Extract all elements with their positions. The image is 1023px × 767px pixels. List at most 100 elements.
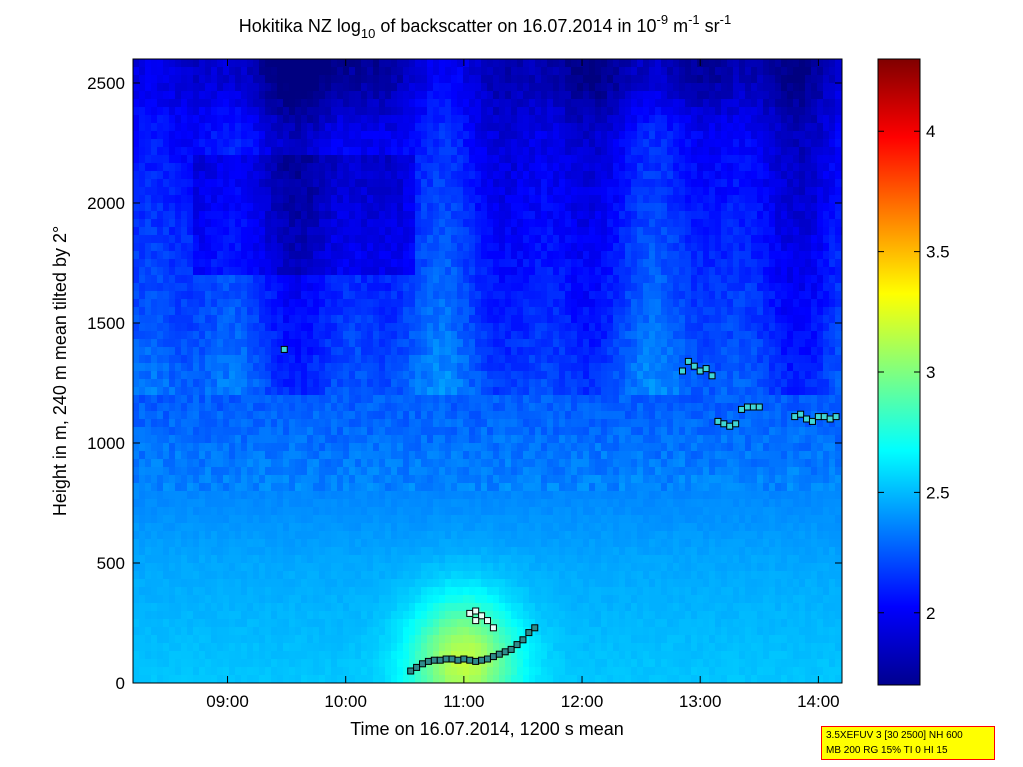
heatmap-cell (355, 563, 362, 572)
heatmap-cell (409, 587, 416, 596)
heatmap-cell (343, 523, 350, 532)
heatmap-cell (169, 627, 176, 636)
heatmap-cell (397, 419, 404, 428)
heatmap-cell (439, 267, 446, 276)
heatmap-cell (391, 611, 398, 620)
heatmap-cell (421, 675, 428, 683)
heatmap-cell (271, 547, 278, 556)
heatmap-cell (481, 155, 488, 164)
heatmap-cell (187, 411, 194, 420)
heatmap-cell (199, 451, 206, 460)
heatmap-cell (241, 387, 248, 396)
heatmap-cell (487, 331, 494, 340)
heatmap-cell (157, 227, 164, 236)
heatmap-cell (163, 75, 170, 84)
heatmap-cell (361, 163, 368, 172)
heatmap-cell (277, 435, 284, 444)
heatmap-cell (205, 163, 212, 172)
heatmap-cell (163, 131, 170, 140)
heatmap-cell (193, 195, 200, 204)
heatmap-cell (265, 187, 272, 196)
heatmap-cell (145, 547, 152, 556)
heatmap-cell (301, 275, 308, 284)
heatmap-cell (415, 211, 422, 220)
heatmap-cell (475, 411, 482, 420)
heatmap-cell (367, 179, 374, 188)
heatmap-cell (367, 395, 374, 404)
heatmap-cell (283, 467, 290, 476)
heatmap-cell (409, 339, 416, 348)
heatmap-cell (289, 675, 296, 683)
heatmap-cell (337, 563, 344, 572)
heatmap-cell (295, 643, 302, 652)
heatmap-cell (367, 459, 374, 468)
heatmap-cell (181, 483, 188, 492)
heatmap-cell (439, 107, 446, 116)
heatmap-cell (391, 515, 398, 524)
heatmap-cell (265, 579, 272, 588)
heatmap-cell (409, 515, 416, 524)
heatmap-cell (499, 299, 506, 308)
heatmap-cell (229, 499, 236, 508)
heatmap-cell (427, 595, 434, 604)
heatmap-cell (235, 395, 242, 404)
heatmap-cell (337, 619, 344, 628)
heatmap-cell (151, 379, 158, 388)
heatmap-cell (475, 251, 482, 260)
heatmap-cell (463, 67, 470, 76)
heatmap-cell (139, 363, 146, 372)
heatmap-cell (349, 299, 356, 308)
heatmap-cell (487, 75, 494, 84)
heatmap-cell (145, 531, 152, 540)
heatmap-cell (199, 531, 206, 540)
heatmap-cell (151, 619, 158, 628)
heatmap-cell (271, 163, 278, 172)
heatmap-cell (397, 163, 404, 172)
heatmap-cell (175, 187, 182, 196)
heatmap-cell (439, 587, 446, 596)
heatmap-cell (217, 315, 224, 324)
heatmap-cell (157, 523, 164, 532)
heatmap-cell (289, 259, 296, 268)
heatmap-cell (265, 235, 272, 244)
heatmap-cell (289, 571, 296, 580)
heatmap-cell (247, 195, 254, 204)
heatmap-cell (259, 75, 266, 84)
heatmap-cell (199, 83, 206, 92)
heatmap-cell (343, 195, 350, 204)
heatmap-cell (265, 603, 272, 612)
heatmap-cell (277, 499, 284, 508)
heatmap-cell (193, 371, 200, 380)
heatmap-cell (193, 379, 200, 388)
heatmap-cell (211, 211, 218, 220)
heatmap-cell (277, 123, 284, 132)
heatmap-cell (487, 339, 494, 348)
heatmap-cell (445, 203, 452, 212)
heatmap-cell (157, 491, 164, 500)
heatmap-cell (343, 403, 350, 412)
heatmap-cell (289, 635, 296, 644)
heatmap-cell (313, 163, 320, 172)
heatmap-cell (475, 227, 482, 236)
heatmap-cell (457, 323, 464, 332)
heatmap-cell (307, 627, 314, 636)
heatmap-cell (169, 83, 176, 92)
heatmap-cell (271, 107, 278, 116)
heatmap-cell (139, 347, 146, 356)
heatmap-cell (373, 283, 380, 292)
heatmap-cell (193, 283, 200, 292)
heatmap-cell (505, 459, 512, 468)
heatmap-cell (499, 523, 506, 532)
heatmap-cell (409, 75, 416, 84)
heatmap-cell (169, 235, 176, 244)
heatmap-cell (295, 83, 302, 92)
heatmap-cell (481, 99, 488, 108)
heatmap-cell (193, 403, 200, 412)
heatmap-cell (499, 363, 506, 372)
heatmap-cell (421, 99, 428, 108)
heatmap-cell (433, 67, 440, 76)
heatmap-cell (367, 323, 374, 332)
heatmap-cell (511, 155, 518, 164)
heatmap-cell (223, 219, 230, 228)
heatmap-cell (175, 579, 182, 588)
